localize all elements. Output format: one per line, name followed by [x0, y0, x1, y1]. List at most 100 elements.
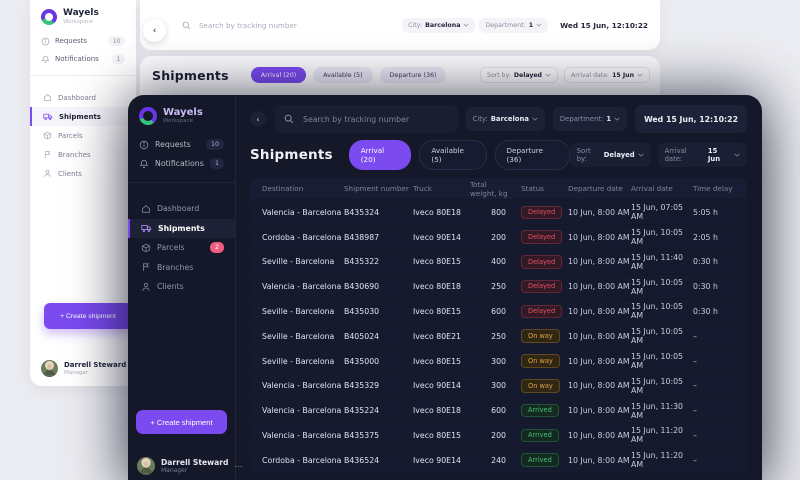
tab-departure[interactable]: Departure (36): [494, 140, 570, 170]
arrival-filter-value: 15 Jun: [612, 71, 634, 79]
cell-departure-date: 10 Jun, 8:00 AM: [568, 306, 630, 316]
user-menu-icon[interactable]: ⋯: [234, 461, 243, 471]
tab-available[interactable]: Available (5): [419, 140, 487, 170]
arrival-date-dropdown[interactable]: Arrival date: 15 Jun: [564, 67, 650, 83]
page-title: Shipments: [250, 147, 333, 163]
collapse-sidebar-button[interactable]: ‹: [250, 111, 266, 127]
page-title: Shipments: [152, 67, 229, 83]
cell-arrival-date: 15 Jun, 11:20 AM: [631, 426, 684, 445]
table-row[interactable]: Valencia - Barcelona B435375 Iveco 80E15…: [250, 423, 747, 447]
notifications-badge: 1: [209, 158, 224, 169]
table-row[interactable]: Seville - Barcelona B435000 Iveco 80E15 …: [250, 349, 747, 373]
cell-status: Delayed: [513, 205, 568, 220]
sort-by-dropdown[interactable]: Sort by: Delayed: [569, 143, 651, 167]
cell-truck: Iveco 80E15: [413, 306, 462, 316]
nav-label: Branches: [157, 262, 194, 272]
sidebar-item-notifications[interactable]: Notifications 1: [128, 154, 235, 173]
search-input[interactable]: [301, 113, 448, 125]
nav-branches[interactable]: Branches: [128, 258, 235, 278]
arrival-filter-label: Arrival date:: [571, 71, 610, 79]
city-filter[interactable]: City: Barcelona: [465, 107, 545, 131]
light-sidebar-item-requests[interactable]: Requests 10: [30, 32, 136, 50]
cell-truck: Iveco 90E14: [413, 232, 462, 242]
department-label: Department:: [559, 115, 604, 123]
cell-shipment-number: B438987: [344, 232, 380, 242]
light-nav-dashboard[interactable]: Dashboard: [30, 88, 136, 107]
light-sidebar-item-notifications[interactable]: Notifications 1: [30, 50, 136, 68]
table-row[interactable]: Valencia - Barcelona B430690 Iveco 80E18…: [250, 275, 747, 299]
col-time-delay: Time delay: [693, 184, 733, 193]
brand-name: Wayels: [163, 107, 203, 119]
cell-departure-date: 10 Jun, 8:00 AM: [568, 455, 630, 465]
chevron-down-icon: [638, 153, 644, 157]
status-badge: Delayed: [521, 279, 563, 294]
col-destination: Destination: [262, 184, 304, 193]
chevron-down-icon: [614, 117, 620, 121]
status-badge: On way: [521, 379, 560, 393]
nav-dashboard[interactable]: Dashboard: [128, 199, 235, 219]
light-nav-shipments[interactable]: Shipments: [30, 107, 136, 126]
table-row[interactable]: Seville - Barcelona B405024 Iveco 80E21 …: [250, 324, 747, 348]
table-row[interactable]: Valencia - Barcelona B435329 Iveco 90E14…: [250, 374, 747, 398]
cell-destination: Seville - Barcelona: [262, 306, 335, 316]
col-status: Status: [521, 184, 544, 193]
nav-label: Branches: [58, 150, 91, 159]
user-card[interactable]: Darrell Steward Manager ⋯: [137, 457, 243, 475]
cell-arrival-date: 15 Jun, 11:20 AM: [631, 451, 684, 470]
city-filter[interactable]: City: Barcelona: [402, 17, 476, 33]
search-input[interactable]: [197, 19, 351, 31]
tab-arrival[interactable]: Arrival (20): [348, 140, 412, 170]
table-row[interactable]: Seville - Barcelona B435322 Iveco 80E15 …: [250, 250, 747, 274]
cell-total-weight: 200: [491, 232, 506, 242]
cell-time-delay: –: [693, 430, 697, 440]
sort-label: Sort by:: [487, 71, 511, 79]
nav-shipments[interactable]: Shipments: [128, 218, 235, 238]
table-row[interactable]: Cordoba - Barcelona B438987 Iveco 90E14 …: [250, 225, 747, 249]
nav-label: Shipments: [158, 223, 205, 233]
search-bar[interactable]: [274, 105, 458, 133]
collapse-sidebar-button[interactable]: ‹: [143, 19, 166, 42]
create-shipment-button[interactable]: + Create shipment: [136, 410, 227, 434]
col-arrival-date: Arrival date: [631, 184, 673, 193]
tab-arrival[interactable]: Arrival (20): [250, 67, 307, 83]
light-user-card[interactable]: Darrell Steward Manager: [41, 360, 126, 377]
light-nav-parcels[interactable]: Parcels: [30, 126, 136, 145]
city-label: City:: [472, 115, 488, 123]
department-value: 1: [528, 21, 534, 29]
cell-arrival-date: 15 Jun, 10:05 AM: [631, 376, 684, 395]
arrival-filter-label: Arrival date:: [664, 147, 687, 163]
cell-time-delay: –: [693, 331, 697, 341]
tab-available[interactable]: Available (5): [313, 67, 373, 83]
city-value: Barcelona: [490, 115, 529, 123]
cell-shipment-number: B436524: [344, 455, 380, 465]
sidebar-item-requests[interactable]: Requests 10: [128, 135, 235, 154]
truck-icon: [43, 113, 53, 121]
arrival-date-dropdown[interactable]: Arrival date: 15 Jun: [657, 143, 747, 167]
cell-total-weight: 250: [491, 282, 506, 292]
light-nav-clients[interactable]: Clients: [30, 164, 136, 183]
table-row[interactable]: Cordoba - Barcelona B436524 Iveco 90E14 …: [250, 448, 747, 472]
department-filter[interactable]: Department: 1: [552, 107, 628, 131]
table-row[interactable]: Seville - Barcelona B435030 Iveco 80E15 …: [250, 299, 747, 323]
cell-time-delay: 0:30 h: [693, 306, 718, 316]
divider: [128, 182, 235, 183]
dark-app-panel: Wayels Workspace Requests 10 Notificatio…: [128, 95, 762, 480]
department-filter[interactable]: Department: 1: [479, 17, 549, 33]
table-row[interactable]: Valencia - Barcelona B435324 Iveco 80E18…: [250, 200, 747, 224]
home-icon: [142, 204, 150, 213]
light-search[interactable]: [182, 19, 402, 31]
table-row[interactable]: Valencia - Barcelona B435224 Iveco 80E18…: [250, 399, 747, 423]
dark-sidebar: Wayels Workspace Requests 10 Notificatio…: [128, 95, 243, 480]
table-header: Destination Shipment number Truck Total …: [250, 178, 747, 199]
create-shipment-button[interactable]: + Create shipment: [44, 303, 132, 329]
light-nav-branches[interactable]: Branches: [30, 145, 136, 164]
sort-by-dropdown[interactable]: Sort by: Delayed: [480, 67, 558, 83]
department-value: 1: [606, 115, 612, 123]
col-total-weight: Total weight, kg: [470, 179, 508, 198]
datetime: Wed 15 Jun, 12:10:22: [635, 105, 747, 133]
nav-clients[interactable]: Clients: [128, 277, 235, 297]
nav-parcels[interactable]: Parcels 2: [128, 238, 235, 258]
cell-departure-date: 10 Jun, 8:00 AM: [568, 331, 630, 341]
cell-status: On way: [513, 379, 568, 393]
tab-departure[interactable]: Departure (36): [379, 67, 447, 83]
